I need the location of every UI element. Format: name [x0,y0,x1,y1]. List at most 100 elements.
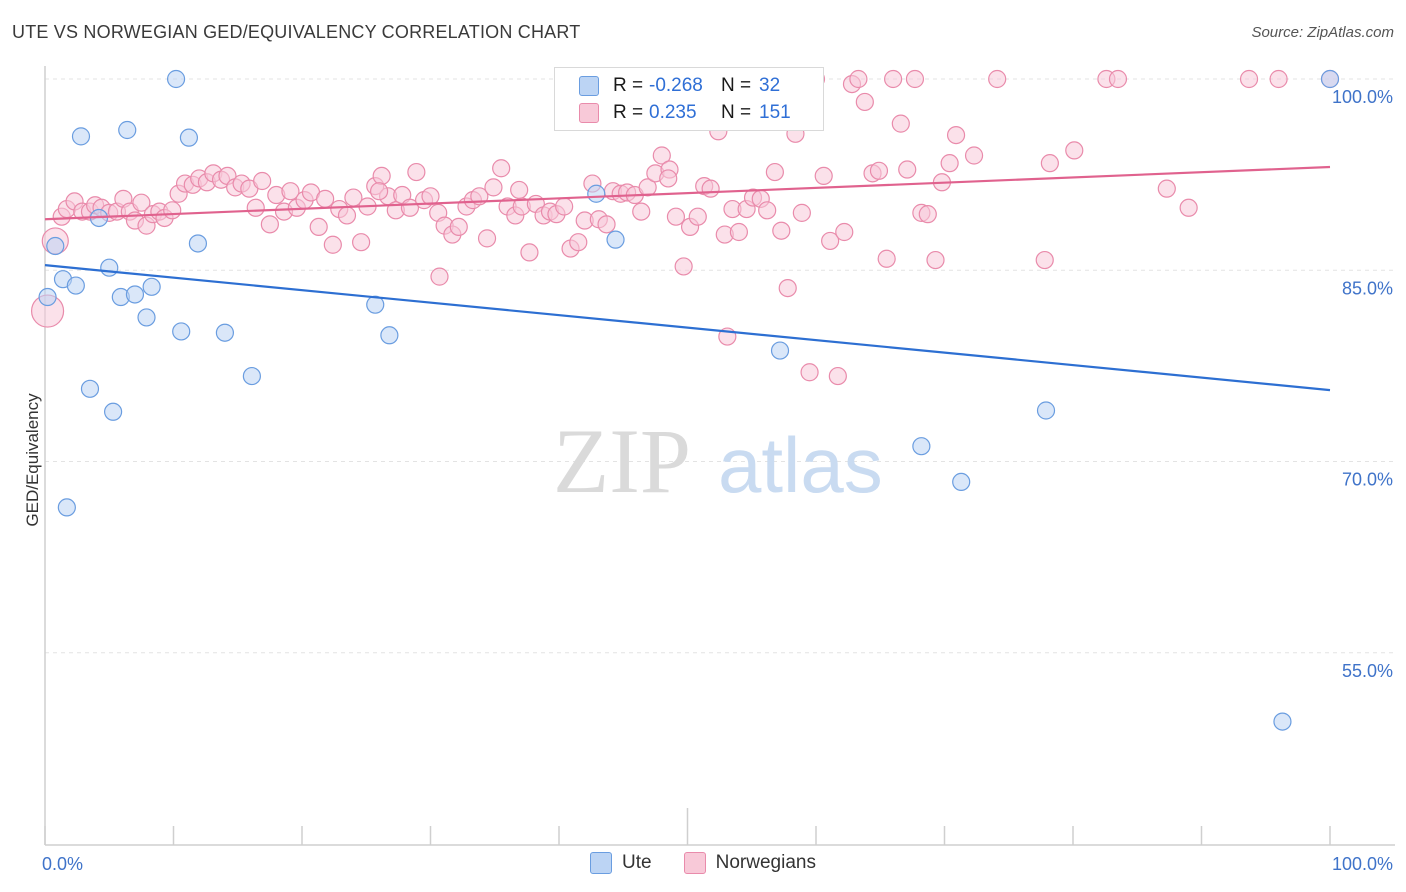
y-tick-label: 55.0% [1342,661,1393,681]
norwegians-point [905,69,925,89]
norwegians-point [814,166,833,185]
norwegians-point [597,215,616,234]
norwegians-point [926,250,945,270]
norwegians-point [1269,69,1288,89]
trend-lines [44,165,1331,392]
norwegians-point [372,166,391,185]
norwegians-point [477,229,497,248]
norwegians-point [964,146,984,165]
norwegians-point [407,162,426,182]
norwegians-point [940,154,959,173]
ute-point [46,236,65,256]
norwegians-point [316,189,335,208]
norwegians-point [352,233,371,252]
ute-point [166,69,186,89]
axis-labels: 55.0% 70.0% 85.0% 100.0% 0.0% 100.0% GED/Equiv… [23,87,1393,874]
norwegians-point [163,201,182,220]
norwegians-point [821,231,840,251]
watermark-atlas: atlas [718,421,883,509]
norwegians-point [492,159,511,178]
norwegians-point [1040,154,1059,173]
norwegians-point [835,222,854,242]
legend-item-ute[interactable]: Ute [590,852,652,874]
watermark-zip: ZIP [553,410,691,512]
ute-point [100,258,119,277]
y-tick-label: 100.0% [1332,87,1393,107]
norwegians-point [800,363,819,382]
norwegians-point [638,178,657,197]
norwegians-point [281,182,300,201]
axes [44,66,1395,846]
norwegians-point [421,187,440,206]
y-tick-label: 85.0% [1342,278,1393,298]
ute-point [912,437,931,456]
norwegians-point [1065,141,1084,160]
norwegians-point [674,257,693,276]
norwegians-point [246,198,265,217]
norwegians-point [666,207,686,226]
grid-lines [45,78,1395,654]
ute-point [66,276,85,295]
ute-point [80,379,100,398]
norwegians-point [701,179,720,198]
ute-point [125,285,145,304]
norwegians-point [520,243,539,262]
ute-point [179,128,199,147]
ute-point [606,230,625,249]
watermark: ZIP atlas [553,410,883,512]
norwegians-point [510,180,529,200]
norwegians-point [729,222,749,242]
ute-point [215,323,234,342]
ute-point [1320,69,1340,89]
norwegians-point [1035,250,1054,270]
norwegians-point [484,178,503,197]
norwegians-point [792,203,811,222]
norwegians-point [772,221,791,240]
n-label: N = [721,102,752,123]
norwegians-point [1108,69,1128,89]
norwegians-point [877,249,896,268]
n-value: 32 [759,75,781,96]
norwegians-point [449,217,468,236]
norwegians-point [260,215,279,234]
y-axis-title: GED/Equivalency [23,393,42,527]
norwegians-point [632,202,651,221]
y-tick-label: 70.0% [1342,470,1393,490]
norwegians-point [370,182,389,201]
norwegians-point [652,146,671,165]
legend-label-ute: Ute [622,852,652,873]
ute-point [587,184,606,203]
norwegians-point [918,205,937,224]
norwegians-point [855,92,874,112]
norwegians-trend-line [44,165,1331,221]
ute-point [118,120,137,140]
ute-point [380,326,399,345]
x-tick-label: 0.0% [42,854,83,874]
norwegians-point [337,206,357,225]
x-tick-label: 100.0% [1332,854,1393,874]
legend-row-ute: R = -0.268 N = 32 [579,73,780,99]
norwegians-swatch [683,852,706,874]
ute-swatch [579,76,599,96]
norwegians-point [869,161,889,180]
norwegians-point [898,160,917,179]
ute-point [952,472,971,491]
ute-point [137,308,156,327]
norwegians-point [1239,69,1259,89]
r-value: -0.268 [649,75,703,96]
norwegians-point [430,267,449,286]
norwegians-point [688,207,707,226]
ute-trend-line [44,264,1331,392]
r-value: 0.235 [649,102,697,123]
norwegians-point [253,171,272,191]
norwegians-point [765,162,784,182]
ute-swatch [590,852,613,874]
ute-point [71,127,91,146]
ute-point [188,234,208,253]
legend-item-norwegians[interactable]: Norwegians [683,852,816,874]
norwegians-point [1179,198,1198,217]
chart-title: UTE VS NORWEGIAN GED/EQUIVALENCY CORRELA… [12,22,581,42]
ute-point [770,341,790,360]
ute-point [38,287,57,307]
